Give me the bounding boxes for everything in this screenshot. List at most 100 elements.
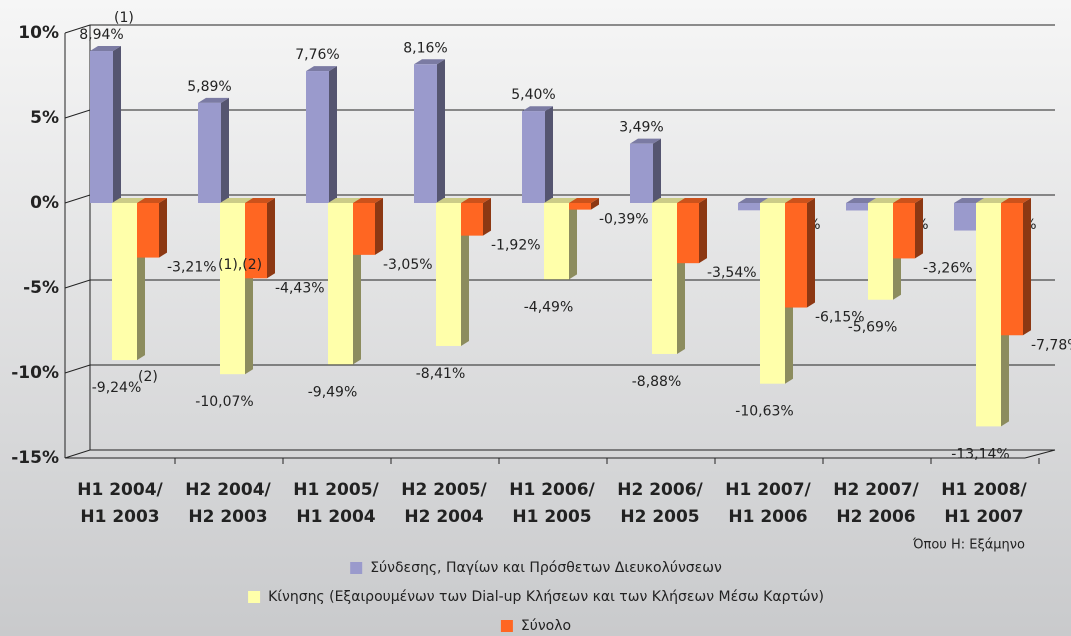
x-tick-label: H2 2007/ (833, 480, 919, 500)
bar-face (245, 203, 267, 279)
y-tick-label: -15% (11, 448, 59, 468)
x-tick-label: H1 2007/ (725, 480, 811, 500)
bar-face (846, 198, 877, 203)
value-label: 5,89% (187, 79, 231, 95)
bar-face (677, 203, 699, 264)
value-label: -9,49% (308, 384, 358, 400)
bar-face (738, 198, 769, 203)
annotation: (2) (138, 369, 158, 385)
bar-face (760, 198, 793, 203)
bar-face (198, 97, 229, 103)
value-label: -3,54% (707, 265, 757, 281)
bar-face (569, 198, 599, 203)
value-label: -0,39% (599, 212, 649, 228)
value-label: -9,24% (92, 380, 142, 396)
bar-face (954, 198, 985, 203)
x-tick-label: H2 2006/ (617, 480, 703, 500)
bar (544, 198, 577, 280)
bar-face (760, 203, 785, 384)
bar-face (785, 198, 815, 203)
bar-face (112, 203, 137, 361)
bar-face (1001, 203, 1023, 336)
value-label: -13,14% (951, 446, 1009, 462)
value-label: -4,49% (524, 299, 574, 315)
x-tick-label: H1 2003 (80, 507, 159, 527)
bar-face (353, 203, 375, 255)
bar-face (437, 59, 445, 203)
y-tick-label: -5% (23, 278, 59, 298)
value-label: 3,49% (619, 120, 663, 136)
bar-face (113, 46, 121, 203)
annotation: (1) (114, 10, 134, 26)
annotation: (1),(2) (218, 257, 262, 273)
value-label: -3,26% (923, 260, 973, 276)
x-tick-label: H1 2005/ (293, 480, 379, 500)
x-tick-label: H1 2008/ (941, 480, 1027, 500)
bar-face (868, 198, 901, 203)
y-tick-label: 5% (30, 108, 59, 128)
bar-face (483, 198, 491, 236)
bar-face (545, 106, 553, 203)
bar-face (738, 203, 761, 211)
bar-face (159, 198, 167, 258)
bar-face (306, 66, 337, 72)
bar-face (652, 198, 685, 203)
y-tick-label: 0% (30, 193, 59, 213)
bar-face (569, 198, 577, 280)
y-tick-label: 10% (18, 23, 59, 43)
bar-face (569, 203, 591, 210)
bar-face (461, 203, 483, 236)
legend-label: Σύνδεσης, Παγίων και Πρόσθετων Διευκολύν… (370, 560, 722, 576)
bar-face (328, 198, 361, 203)
value-label: -8,88% (632, 374, 682, 390)
value-label: -3,21% (167, 260, 217, 276)
x-tick-label: H1 2006/ (509, 480, 595, 500)
bar-face (137, 203, 159, 258)
x-tick-label: H2 2003 (188, 507, 267, 527)
legend-swatch (500, 620, 513, 632)
bar-face (353, 198, 383, 203)
bar-face (630, 138, 661, 144)
value-label: -3,05% (383, 257, 433, 273)
value-label: -1,92% (491, 238, 541, 254)
x-tick-label: H2 2004 (404, 507, 483, 527)
value-label: -7,78% (1031, 337, 1071, 353)
bar-face (329, 66, 337, 203)
bar-face (591, 198, 599, 210)
x-tick-label: H1 2005 (512, 507, 591, 527)
note: Όπου Η: Εξάμηνο (912, 538, 1025, 553)
bar (1001, 198, 1031, 336)
bar-face (544, 198, 577, 203)
value-label: -10,07% (195, 394, 253, 410)
bar-face (868, 203, 893, 300)
y-tick-label: -10% (11, 363, 59, 383)
bar-face (461, 198, 491, 203)
bar (677, 198, 707, 264)
bar (198, 97, 229, 203)
value-label: -6,15% (815, 310, 865, 326)
x-tick-label: H2 2006 (836, 507, 915, 527)
x-tick-label: H1 2004/ (77, 480, 163, 500)
value-label: 5,40% (511, 87, 555, 103)
x-axis-end (1024, 449, 1056, 459)
x-tick-label: H2 2005 (620, 507, 699, 527)
bar-face (90, 46, 121, 52)
bar-face (976, 198, 1009, 203)
bar-face (375, 198, 383, 255)
bar-face (677, 198, 707, 203)
bar-face (328, 203, 353, 365)
bar-face (699, 198, 707, 264)
bar (893, 198, 923, 259)
x-tick-label: H2 2005/ (401, 480, 487, 500)
bar (785, 198, 815, 308)
bar (461, 198, 491, 236)
bar-face (785, 203, 807, 308)
bar (90, 46, 121, 203)
value-label: 7,76% (295, 47, 339, 63)
value-label: -5,69% (848, 320, 898, 336)
bar-face (522, 111, 545, 203)
bar (522, 106, 553, 203)
bar-face (221, 97, 229, 203)
